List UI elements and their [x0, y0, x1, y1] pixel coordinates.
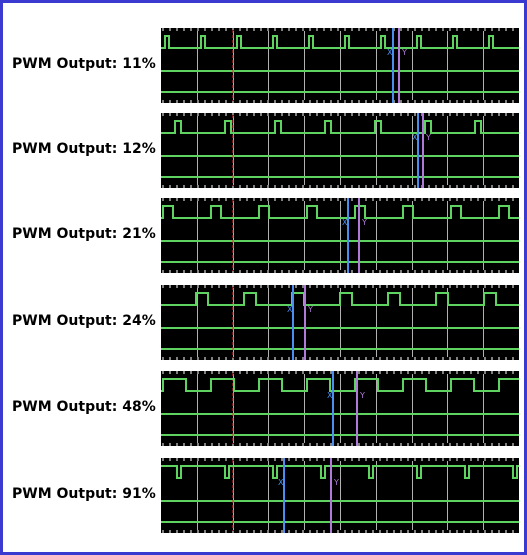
cursor-x-label: X: [342, 218, 348, 227]
pwm-output-label: PWM Output: 91%: [12, 486, 156, 502]
cursor-y-label: Y: [361, 218, 367, 227]
pwm-waveform: [161, 120, 519, 134]
cursor-x-label: X: [287, 305, 293, 314]
tick-marks: [162, 28, 514, 103]
grid-lines: [197, 201, 484, 270]
pwm-waveform: [161, 378, 519, 392]
pwm-output-label: PWM Output: 21%: [12, 226, 156, 242]
grid-lines: [197, 374, 484, 443]
pwm-output-label: PWM Output: 11%: [12, 56, 156, 72]
pwm-output-label: PWM Output: 24%: [12, 313, 156, 329]
tick-marks: [162, 371, 514, 446]
grid-lines: [197, 116, 484, 185]
cursor-x-label: X: [327, 391, 333, 400]
cursor-y-label: Y: [307, 305, 313, 314]
cursor-x-label: X: [412, 133, 418, 142]
pwm-waveform: [161, 465, 519, 479]
grid-lines: [197, 461, 484, 530]
pwm-waveform: [161, 205, 519, 219]
pwm-output-label: PWM Output: 48%: [12, 399, 156, 415]
cursor-y-label: Y: [333, 478, 339, 487]
cursor-x-label: X: [278, 478, 284, 487]
pwm-output-label: PWM Output: 12%: [12, 141, 156, 157]
pwm-waveform: [161, 292, 519, 306]
tick-marks: [162, 285, 514, 360]
tick-marks: [162, 113, 514, 188]
cursor-y-label: Y: [401, 48, 407, 57]
tick-marks: [162, 198, 514, 273]
cursor-y-label: Y: [359, 391, 365, 400]
pwm-waveform: [161, 35, 519, 49]
cursor-x-label: X: [387, 48, 393, 57]
cursor-y-label: Y: [425, 133, 431, 142]
